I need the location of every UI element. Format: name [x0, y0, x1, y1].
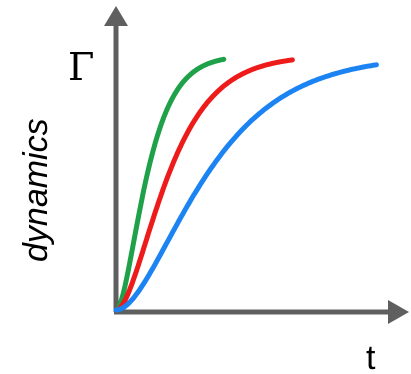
x-axis-arrowhead [388, 300, 409, 324]
y-axis-arrowhead [104, 6, 128, 26]
series-line-2 [113, 57, 295, 313]
axes [104, 6, 409, 324]
y-axis-label: dynamics [17, 118, 55, 262]
series-group [113, 56, 379, 313]
series-line-1 [113, 56, 227, 313]
x-axis-label: t [366, 339, 376, 374]
saturation-level-label: Γ [68, 45, 94, 89]
series-line-3 [113, 62, 379, 313]
